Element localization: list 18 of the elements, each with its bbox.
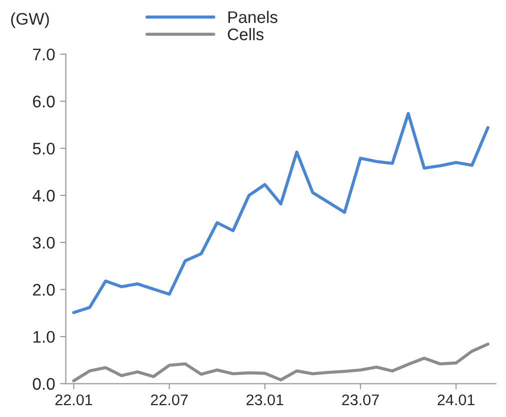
x-tick-label: 24.01 [438,394,474,406]
x-tick-label: 23.01 [246,394,284,406]
x-tick-label: 22.01 [55,394,92,406]
line-series [72,112,490,314]
legend-label: Panels [228,10,278,24]
x-tick-label: 23.07 [342,394,379,406]
x-tick-label: 22.07 [150,394,188,406]
legend-label: Cells [228,28,264,40]
y-tick-label: 5.0 [32,142,55,155]
y-axis-title: (GW) [11,12,49,28]
y-tick-label: 4.0 [32,190,55,202]
y-tick-label: 6.0 [33,96,55,108]
y-tick-label: 2.0 [33,284,55,296]
y-tick-label: 1.0 [33,330,55,343]
y-tick-label: 3.0 [32,236,55,249]
line-series [72,342,490,382]
y-tick-label: 0.0 [32,378,55,390]
y-tick-label: 7.0 [33,48,55,60]
